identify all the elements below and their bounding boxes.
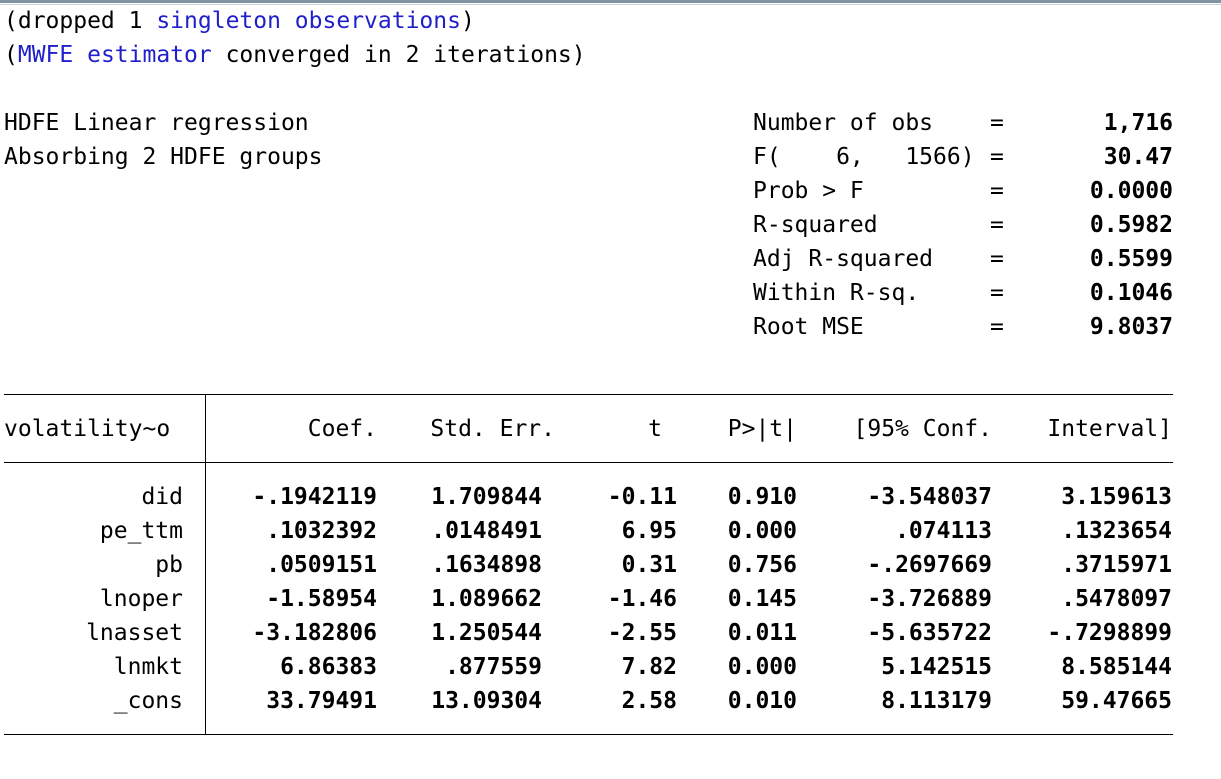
column-header: Std. Err.	[430, 416, 555, 442]
table-cell: -3.726889	[867, 586, 992, 612]
table-cell: -.7298899	[1047, 620, 1172, 646]
table-cell: 0.011	[727, 620, 797, 646]
table-cell: 0.010	[727, 688, 797, 714]
stat-value: 1,716	[1103, 110, 1173, 136]
table-divider	[205, 394, 206, 735]
stat-label: Prob > F	[753, 178, 864, 204]
table-cell: .074113	[895, 518, 992, 544]
table-cell: 8.585144	[1061, 654, 1172, 680]
stat-value: 9.8037	[1089, 314, 1173, 340]
note-dropped: (dropped 1 singleton observations)	[4, 4, 475, 38]
table-cell: 6.95	[621, 518, 677, 544]
stat-label: Adj R-squared	[753, 246, 934, 272]
note-dropped-suffix: )	[460, 8, 475, 34]
table-cell: .1323654	[1061, 518, 1172, 544]
table-cell: 7.82	[621, 654, 677, 680]
table-cell: .1032392	[266, 518, 377, 544]
table-top-rule	[4, 394, 1173, 395]
row-name: lnasset	[86, 620, 183, 646]
stat-label: Root MSE	[753, 314, 864, 340]
table-cell: -.1942119	[252, 484, 377, 510]
table-cell: 33.79491	[266, 688, 377, 714]
table-cell: 2.58	[621, 688, 677, 714]
table-cell: 0.000	[727, 518, 797, 544]
table-cell: 59.47665	[1061, 688, 1172, 714]
table-cell: -0.11	[607, 484, 677, 510]
table-cell: 1.709844	[431, 484, 542, 510]
column-header: P>|t|	[727, 416, 797, 442]
table-cell: 0.000	[727, 654, 797, 680]
stat-equals: =	[990, 246, 1004, 272]
stat-value: 0.0000	[1089, 178, 1173, 204]
table-cell: .877559	[445, 654, 542, 680]
table-cell: -1.58954	[266, 586, 377, 612]
table-bottom-rule	[4, 734, 1173, 735]
stat-value: 0.5982	[1089, 212, 1173, 238]
column-header: Coef.	[307, 416, 377, 442]
table-cell: .3715971	[1061, 552, 1172, 578]
window-top-border	[0, 0, 1221, 3]
table-cell: 0.31	[621, 552, 677, 578]
stat-equals: =	[990, 144, 1004, 170]
stat-equals: =	[990, 314, 1004, 340]
table-cell: 0.756	[727, 552, 797, 578]
table-cell: .0148491	[431, 518, 542, 544]
absorbing-groups: Absorbing 2 HDFE groups	[4, 144, 323, 170]
column-header: t	[648, 416, 662, 442]
table-cell: .5478097	[1061, 586, 1172, 612]
regression-title: HDFE Linear regression	[4, 110, 309, 136]
row-name: lnoper	[99, 586, 183, 612]
note-converged-prefix: (	[4, 42, 18, 68]
stat-equals: =	[990, 212, 1004, 238]
row-name: pe_ttm	[99, 518, 183, 544]
row-name: pb	[155, 552, 183, 578]
table-cell: 13.09304	[431, 688, 542, 714]
stat-label: Number of obs	[753, 110, 934, 136]
stat-label: R-squared	[753, 212, 878, 238]
table-cell: -1.46	[607, 586, 677, 612]
row-name: _cons	[113, 688, 183, 714]
stat-equals: =	[990, 280, 1004, 306]
table-cell: -3.548037	[867, 484, 992, 510]
table-cell: 8.113179	[881, 688, 992, 714]
stat-value: 0.5599	[1089, 246, 1173, 272]
mwfe-estimator-link[interactable]: MWFE estimator	[17, 42, 212, 68]
window-top-border-inner	[0, 4, 1221, 5]
table-cell: 1.089662	[431, 586, 542, 612]
stat-value: 30.47	[1103, 144, 1173, 170]
note-converged: (MWFE estimator converged in 2 iteration…	[4, 38, 586, 72]
stat-equals: =	[990, 110, 1004, 136]
table-cell: 5.142515	[881, 654, 992, 680]
row-name: did	[141, 484, 183, 510]
table-cell: -.2697669	[867, 552, 992, 578]
singleton-observations-link[interactable]: singleton observations	[156, 8, 461, 34]
note-dropped-prefix: (dropped 1	[4, 8, 157, 34]
table-cell: .0509151	[266, 552, 377, 578]
column-header: [95% Conf.	[853, 416, 992, 442]
table-cell: -3.182806	[252, 620, 377, 646]
note-converged-suffix: converged in 2 iterations)	[211, 42, 586, 68]
row-name: lnmkt	[113, 654, 183, 680]
table-cell: 0.910	[727, 484, 797, 510]
table-cell: 1.250544	[431, 620, 542, 646]
stat-label: F( 6, 1566)	[753, 144, 975, 170]
table-cell: .1634898	[431, 552, 542, 578]
table-cell: 3.159613	[1061, 484, 1172, 510]
table-cell: -5.635722	[867, 620, 992, 646]
table-cell: 0.145	[727, 586, 797, 612]
stat-label: Within R-sq.	[753, 280, 920, 306]
depvar-label: volatility~o	[4, 416, 171, 442]
table-cell: 6.86383	[280, 654, 377, 680]
table-cell: -2.55	[607, 620, 677, 646]
stat-value: 0.1046	[1089, 280, 1173, 306]
stat-equals: =	[990, 178, 1004, 204]
table-header-rule	[4, 462, 1173, 463]
column-header: Interval]	[1047, 416, 1172, 442]
